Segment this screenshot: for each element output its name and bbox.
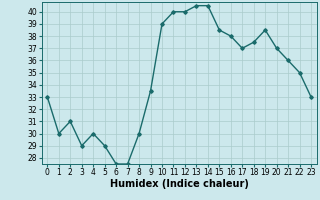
X-axis label: Humidex (Indice chaleur): Humidex (Indice chaleur)	[110, 179, 249, 189]
